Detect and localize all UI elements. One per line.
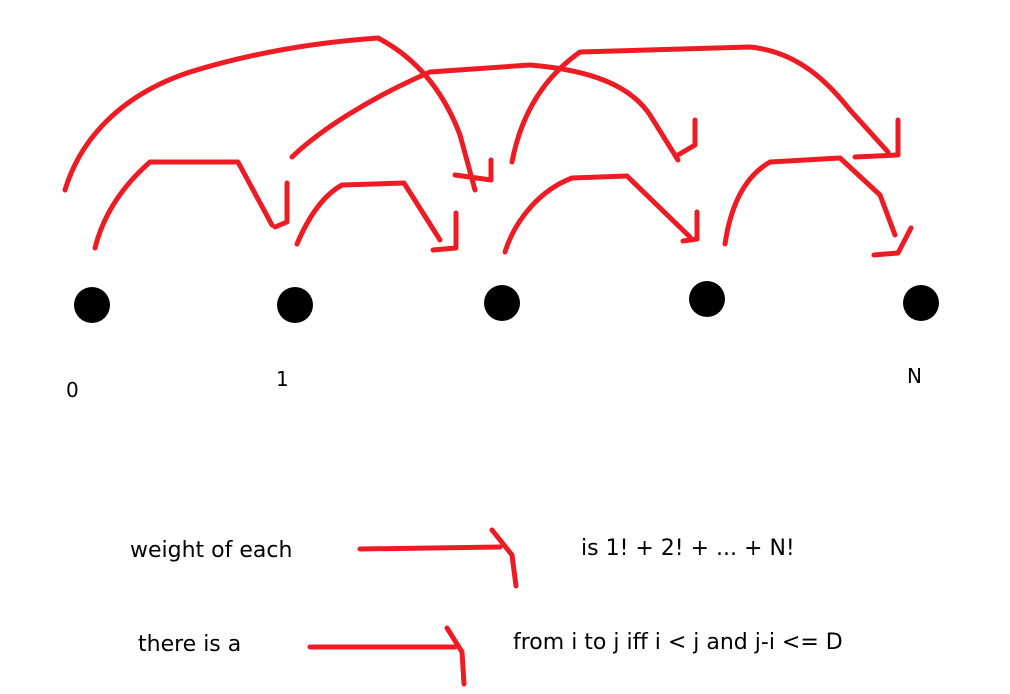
edge-1-2-arrow: [294, 180, 459, 253]
edge-1-3-arrow: [289, 62, 698, 163]
node-2: [484, 285, 520, 321]
legend-weight-label: weight of each: [130, 538, 293, 563]
node-label-1: 1: [276, 367, 289, 391]
legend-edge-value: from i to j iff i < j and j-i <= D: [513, 630, 843, 655]
edge-2-3-arrow: [502, 173, 700, 255]
node-0: [74, 287, 110, 323]
edge-0-1-arrow: [92, 159, 290, 251]
legend-arrow-weight: [357, 527, 519, 589]
node-3: [689, 281, 725, 317]
edge-3-4-arrow: [722, 155, 914, 258]
edge-2-4-arrow: [509, 44, 901, 165]
node-4: [903, 285, 939, 321]
legend-arrow-edge: [307, 625, 467, 687]
legend-weight-value: is 1! + 2! + ... + N!: [581, 536, 795, 561]
edge-0-2-arrow: [62, 35, 494, 193]
node-label-N: N: [907, 364, 922, 388]
node-label-0: 0: [66, 378, 79, 402]
node-1: [277, 287, 313, 323]
legend-edge-label: there is a: [138, 632, 242, 657]
